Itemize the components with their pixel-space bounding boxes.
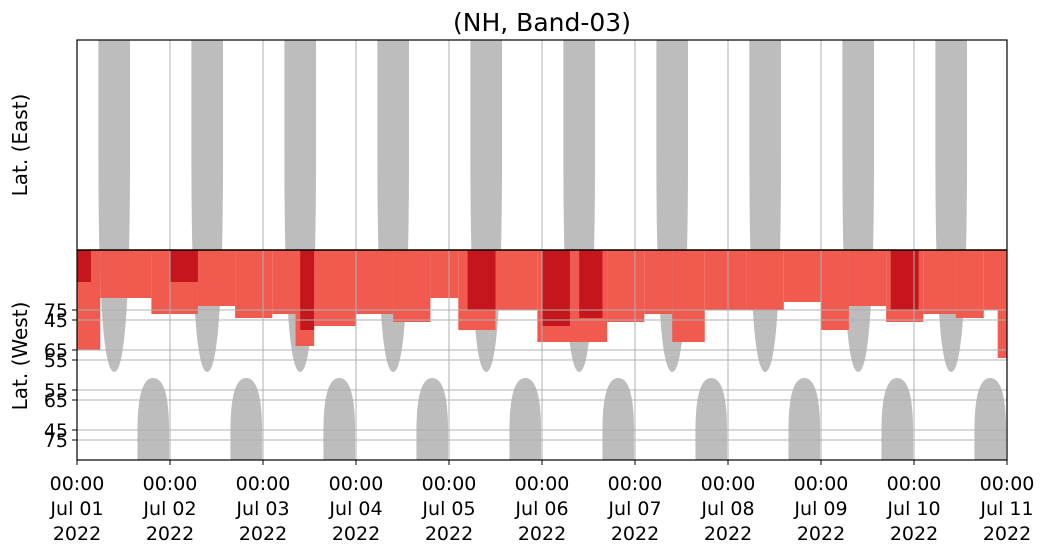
gray-lobe-east-0 bbox=[98, 40, 131, 372]
activity-west-light-9 bbox=[393, 250, 431, 322]
y-axis-label-west: Lat. (West) bbox=[8, 302, 32, 411]
gray-lobe-east-7 bbox=[749, 40, 782, 372]
xtick-time-9: 00:00 bbox=[887, 473, 942, 495]
x-ticks: 00:00 Jul 01 2022 00:00 Jul 02 2022 00:00 Jul 0… bbox=[49, 460, 1034, 545]
ytick-label-west-0: 75 bbox=[44, 300, 68, 322]
activity-west-light-15 bbox=[607, 250, 645, 322]
xtick-time-8: 00:00 bbox=[794, 473, 849, 495]
activity-west-light-17 bbox=[672, 250, 705, 342]
xtick-date-5: Jul 06 bbox=[514, 498, 568, 520]
ytick-label-west-2: 55 bbox=[44, 380, 68, 402]
plot-content bbox=[77, 40, 1007, 460]
xtick-date-9: Jul 10 bbox=[886, 498, 940, 520]
activity-west-light-16 bbox=[644, 250, 673, 314]
activity-west-dark-28 bbox=[77, 250, 91, 282]
activity-west-light-18 bbox=[704, 250, 747, 310]
activity-west-light-25 bbox=[955, 250, 984, 318]
ytick-label-east-2: 65 bbox=[44, 390, 68, 412]
xtick-time-7: 00:00 bbox=[701, 473, 756, 495]
xtick-year-7: 2022 bbox=[704, 523, 752, 545]
plot-area bbox=[76, 39, 1008, 461]
activity-west-dark-30 bbox=[300, 250, 315, 330]
xtick-date-8: Jul 09 bbox=[793, 498, 847, 520]
activity-west-light-8 bbox=[356, 250, 394, 314]
gray-lobe-east-3 bbox=[377, 40, 410, 372]
xtick-time-10: 00:00 bbox=[980, 473, 1035, 495]
ytick-label-west-1: 65 bbox=[44, 340, 68, 362]
activity-west-light-10 bbox=[430, 250, 459, 298]
xtick-date-2: Jul 03 bbox=[235, 498, 289, 520]
activity-west-light-20 bbox=[783, 250, 821, 302]
xtick-date-10: Jul 11 bbox=[979, 498, 1033, 520]
xtick-time-3: 00:00 bbox=[329, 473, 384, 495]
activity-west-light-22 bbox=[848, 250, 887, 306]
xtick-year-10: 2022 bbox=[983, 523, 1031, 545]
gray-lobe-east-9 bbox=[935, 40, 968, 372]
activity-west-light-24 bbox=[923, 250, 956, 314]
xtick-time-1: 00:00 bbox=[143, 473, 198, 495]
activity-west-light-19 bbox=[746, 250, 784, 310]
xtick-time-5: 00:00 bbox=[515, 473, 570, 495]
xtick-year-4: 2022 bbox=[425, 523, 473, 545]
xtick-year-6: 2022 bbox=[611, 523, 659, 545]
ytick-label-east-0: 45 bbox=[44, 310, 68, 332]
activity-west-light-1 bbox=[100, 250, 152, 298]
xtick-year-8: 2022 bbox=[797, 523, 845, 545]
activity-west-light-7 bbox=[314, 250, 356, 326]
xtick-date-3: Jul 04 bbox=[328, 498, 382, 520]
ytick-label-west-3: 45 bbox=[44, 420, 68, 442]
xtick-year-1: 2022 bbox=[146, 523, 194, 545]
xtick-date-1: Jul 02 bbox=[142, 498, 196, 520]
activity-west-light-12 bbox=[495, 250, 538, 310]
xtick-year-2: 2022 bbox=[239, 523, 287, 545]
xtick-year-9: 2022 bbox=[890, 523, 938, 545]
gray-lobe-east-1 bbox=[191, 40, 224, 372]
ytick-label-east-1: 55 bbox=[44, 350, 68, 372]
xtick-date-6: Jul 07 bbox=[607, 498, 661, 520]
activity-west-light-4 bbox=[235, 250, 273, 318]
activity-west-light-27 bbox=[997, 250, 1007, 358]
xtick-year-0: 2022 bbox=[53, 523, 101, 545]
xtick-date-4: Jul 05 bbox=[421, 498, 475, 520]
xtick-date-7: Jul 08 bbox=[700, 498, 754, 520]
activity-west-dark-31 bbox=[467, 250, 496, 310]
xtick-time-2: 00:00 bbox=[236, 473, 291, 495]
activity-west-dark-32 bbox=[542, 250, 570, 326]
xtick-year-5: 2022 bbox=[518, 523, 566, 545]
y-axis-label-east: Lat. (East) bbox=[8, 94, 32, 197]
ytick-label-east-3: 75 bbox=[44, 430, 68, 452]
xtick-time-4: 00:00 bbox=[422, 473, 477, 495]
activity-west-light-3 bbox=[197, 250, 236, 306]
xtick-time-6: 00:00 bbox=[608, 473, 663, 495]
activity-west-light-21 bbox=[821, 250, 849, 330]
xtick-year-3: 2022 bbox=[332, 523, 380, 545]
activity-west-light-5 bbox=[272, 250, 296, 314]
activity-west-dark-33 bbox=[579, 250, 603, 318]
activity-west-dark-29 bbox=[170, 250, 198, 282]
xtick-time-0: 00:00 bbox=[50, 473, 105, 495]
chart-title: (NH, Band-03) bbox=[453, 8, 631, 37]
xtick-date-0: Jul 01 bbox=[49, 498, 103, 520]
